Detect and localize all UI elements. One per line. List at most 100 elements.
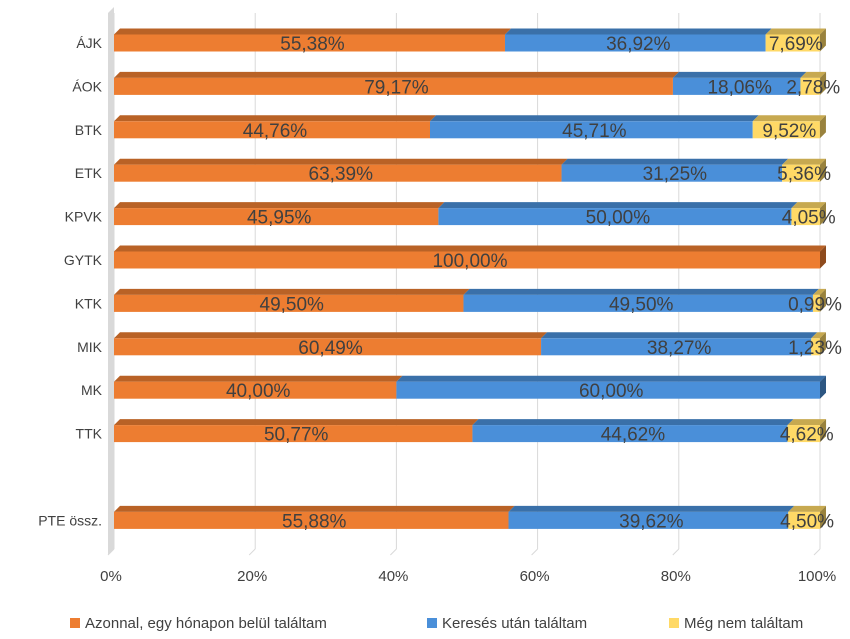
- bar-segment: [114, 511, 509, 529]
- bar-segment: [114, 381, 397, 399]
- data-label: 1,23%: [788, 338, 842, 359]
- category-label: MIK: [77, 339, 103, 355]
- x-tick-label: 60%: [520, 568, 550, 585]
- bars: [114, 28, 827, 529]
- bar-segment-top: [114, 28, 511, 35]
- data-label: 39,62%: [619, 511, 684, 532]
- bar-segment: [811, 338, 820, 356]
- data-label: 50,00%: [586, 208, 651, 229]
- gridline-foot: [107, 548, 115, 556]
- bar-segment: [396, 381, 820, 399]
- bar-side: [819, 332, 826, 356]
- bar-segment: [782, 164, 820, 182]
- data-labels: 55,38% 36,92% 7,69% 79,17% 18,06% 2,78% 44,76%…: [226, 34, 842, 532]
- bar-segment: [114, 34, 505, 52]
- bar-segment-top: [463, 288, 819, 295]
- legend-label: Azonnal, egy hónapon belül találtam: [85, 615, 327, 632]
- bar-segment-top: [791, 202, 826, 209]
- bar-side: [820, 375, 826, 399]
- bar-segment-top: [541, 332, 818, 339]
- bar-segment-top: [765, 28, 826, 35]
- bar-segment-top: [811, 332, 826, 339]
- bar-segment: [114, 425, 473, 443]
- side-wall: [108, 7, 114, 555]
- data-label: 7,69%: [769, 34, 823, 55]
- bar-segment-top: [114, 71, 679, 78]
- legend-label: Még nem találtam: [684, 615, 803, 632]
- category-label: ÁJK: [76, 35, 102, 51]
- bar-segment-top: [114, 375, 403, 382]
- bar-side: [820, 202, 826, 226]
- bar-segment-top: [438, 202, 798, 209]
- bar-segment: [114, 77, 673, 95]
- legend: Azonnal, egy hónapon belül találtam Keres…: [70, 615, 803, 632]
- bar-segment: [438, 208, 792, 226]
- bar-segment: [463, 294, 813, 312]
- bar-segment-top: [504, 28, 772, 35]
- bar-segment: [812, 294, 820, 312]
- category-label: PTE össz.: [38, 512, 102, 528]
- bar-segment: [430, 121, 753, 139]
- bar-segment-top: [472, 419, 794, 426]
- data-label: 60,00%: [579, 381, 644, 402]
- bar-segment-top: [672, 71, 807, 78]
- legend-item: Azonnal, egy hónapon belül találtam: [70, 615, 327, 632]
- data-label: 2,78%: [786, 77, 840, 98]
- bar-segment: [114, 164, 562, 182]
- bar-side: [819, 28, 826, 52]
- x-tick-label: 80%: [661, 568, 691, 585]
- data-label: 63,39%: [309, 164, 374, 185]
- bar-segment-top: [561, 158, 789, 165]
- bar-segment: [114, 208, 439, 226]
- gridline-foot: [390, 548, 397, 556]
- category-label: KTK: [75, 295, 103, 311]
- bar-segment-top: [800, 71, 827, 78]
- data-label: 0,99%: [788, 294, 842, 315]
- bar-segment-top: [782, 158, 826, 165]
- bar-segment-top: [114, 332, 548, 339]
- x-tick-label: 20%: [237, 568, 267, 585]
- bar-side: [819, 288, 826, 312]
- data-label: 5,36%: [777, 164, 831, 185]
- bar-segment: [472, 425, 788, 443]
- gridlines: [107, 13, 821, 556]
- legend-label: Keresés után találtam: [442, 615, 587, 632]
- bar-side: [820, 245, 826, 269]
- category-labels: ÁJK ÁOK BTK ETK KPVK GYTK KTK MIK MK TTK PTE össz.: [38, 35, 102, 528]
- x-tick-label: 100%: [798, 568, 836, 585]
- category-label: TTK: [76, 426, 103, 442]
- gridline-foot: [531, 548, 538, 556]
- bar-segment: [672, 77, 801, 95]
- data-label: 100,00%: [432, 251, 507, 272]
- bar-segment: [752, 121, 820, 139]
- x-axis-tick-labels: 0% 20% 40% 60% 80% 100%: [100, 568, 836, 585]
- legend-swatch: [70, 618, 80, 628]
- bar-segment-top: [812, 288, 826, 295]
- legend-item: Még nem találtam: [669, 615, 803, 632]
- bar-segment-top: [788, 505, 826, 512]
- bar-segment-top: [430, 115, 759, 122]
- data-label: 49,50%: [609, 294, 674, 315]
- bar-segment-top: [114, 288, 470, 295]
- bar-segment-top: [114, 505, 515, 512]
- data-label: 55,38%: [280, 34, 345, 55]
- data-label: 55,88%: [282, 511, 347, 532]
- bar-segment: [504, 34, 766, 52]
- gridline-foot: [813, 548, 821, 556]
- data-label: 38,27%: [647, 338, 712, 359]
- bar-segment: [788, 511, 820, 529]
- bar-segment-top: [114, 419, 479, 426]
- data-label: 45,71%: [562, 121, 627, 142]
- bar-segment: [114, 338, 542, 356]
- data-label: 50,77%: [264, 425, 329, 446]
- legend-swatch: [427, 618, 437, 628]
- bar-segment-top: [787, 419, 827, 426]
- bar-segment-top: [114, 115, 437, 122]
- category-label: ÁOK: [72, 78, 102, 94]
- category-label: KPVK: [65, 209, 103, 225]
- bar-segment-top: [752, 115, 826, 122]
- data-label: 36,92%: [606, 34, 671, 55]
- data-label: 4,05%: [782, 208, 836, 229]
- bar-segment: [561, 164, 783, 182]
- bar-segment-top: [114, 158, 568, 165]
